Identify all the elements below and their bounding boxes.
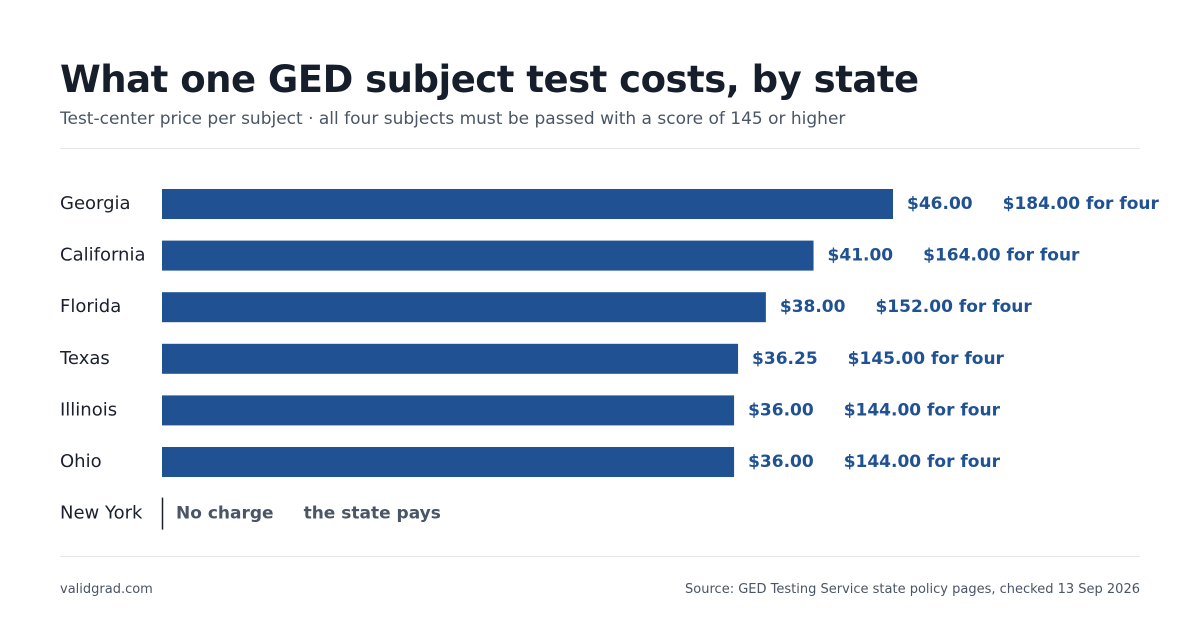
category-label: Illinois — [60, 399, 117, 420]
total-label: the state pays — [304, 504, 441, 524]
bar — [162, 447, 735, 477]
bar — [162, 395, 735, 426]
total-label: $144.00 for four — [844, 452, 1001, 472]
value-label: $41.00 — [828, 246, 894, 266]
category-label: Florida — [60, 296, 121, 317]
category-label: Texas — [59, 348, 110, 369]
category-label: Georgia — [60, 193, 131, 214]
chart-subtitle: Test-center price per subject · all four… — [60, 109, 846, 129]
total-label: $152.00 for four — [875, 297, 1032, 317]
bar — [162, 240, 814, 271]
bar — [162, 292, 766, 323]
source-note: Source: GED Testing Service state policy… — [685, 582, 1140, 597]
bar — [162, 343, 739, 374]
top-divider — [60, 148, 1140, 149]
category-label: New York — [60, 503, 143, 524]
bottom-divider — [60, 556, 1140, 557]
chart-title: What one GED subject test costs, by stat… — [60, 58, 919, 101]
value-label: $36.00 — [748, 452, 814, 472]
value-label: No charge — [176, 504, 274, 524]
site-name: validgrad.com — [60, 582, 153, 597]
value-label: $38.00 — [780, 297, 846, 317]
bar — [162, 189, 893, 219]
total-label: $144.00 for four — [844, 400, 1001, 420]
value-label: $36.25 — [752, 349, 818, 369]
category-label: California — [60, 245, 145, 266]
total-label: $184.00 for four — [1003, 194, 1160, 214]
value-label: $36.00 — [748, 400, 814, 420]
total-label: $145.00 for four — [848, 349, 1005, 369]
category-label: Ohio — [60, 451, 102, 472]
value-label: $46.00 — [907, 194, 973, 214]
total-label: $164.00 for four — [923, 246, 1080, 266]
